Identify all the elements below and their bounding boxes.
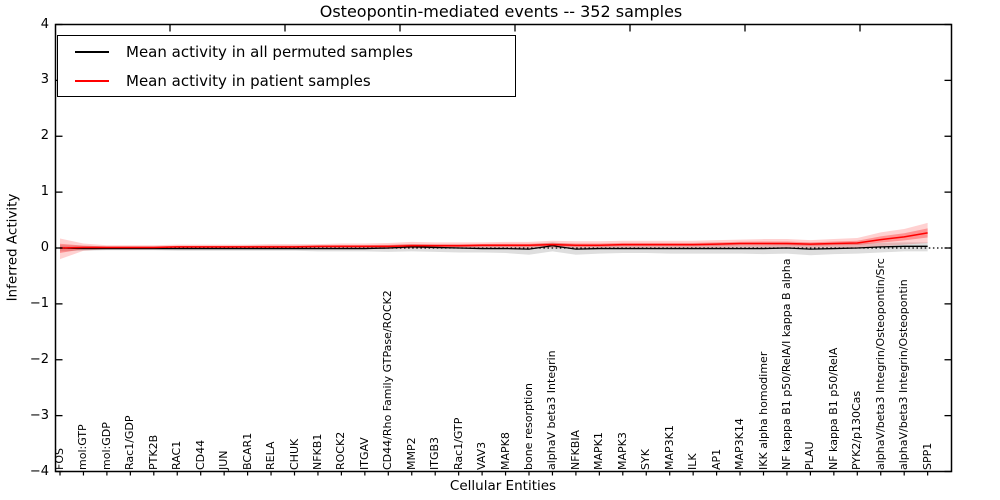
x-tick-label: Rac1/GDP bbox=[123, 414, 137, 470]
legend-line-swatch-black bbox=[75, 50, 109, 53]
chart-title: Osteopontin-mediated events -- 352 sampl… bbox=[319, 2, 683, 21]
y-tick-label: −4 bbox=[29, 463, 49, 479]
x-tick-label: mol:GTP bbox=[76, 423, 90, 470]
x-tick-label: ITGB3 bbox=[428, 436, 442, 470]
y-tick-label: −3 bbox=[29, 407, 49, 423]
y-tick-label: 2 bbox=[40, 128, 49, 144]
x-tick-label: AP1 bbox=[709, 448, 723, 470]
x-tick-label: MAPK3 bbox=[615, 431, 629, 470]
x-tick-label: NFKBIA bbox=[568, 429, 582, 470]
x-tick-label: MAPK8 bbox=[498, 431, 512, 470]
legend-box: Mean activity in all permuted samples Me… bbox=[57, 35, 516, 97]
x-tick-label: PYK2/p130Cas bbox=[850, 390, 864, 470]
x-tick-label: SYK bbox=[639, 448, 653, 470]
x-tick-label: alphaV/beta3 Integrin/Osteopontin bbox=[897, 278, 911, 470]
x-tick-label: alphaV beta3 Integrin bbox=[545, 349, 559, 470]
y-tick-label: −2 bbox=[29, 351, 49, 367]
x-tick-label: NFKB1 bbox=[310, 433, 324, 470]
y-tick-label: 1 bbox=[40, 184, 49, 200]
y-tick-label: 4 bbox=[40, 16, 49, 32]
x-tick-label: BCAR1 bbox=[240, 432, 254, 470]
x-tick-label: bone resorption bbox=[522, 382, 535, 470]
x-tick-label: CD44/Rho Family GTPase/ROCK2 bbox=[381, 289, 395, 470]
legend-label: Mean activity in all permuted samples bbox=[126, 42, 413, 61]
x-tick-label: SPP1 bbox=[920, 442, 934, 470]
x-tick-label: MAP3K14 bbox=[733, 417, 747, 470]
x-axis-label: Cellular Entities bbox=[449, 478, 557, 494]
x-tick-label: Rac1/GTP bbox=[451, 417, 465, 470]
x-tick-label: VAV3 bbox=[475, 441, 489, 470]
x-tick-label: CD44 bbox=[193, 439, 207, 470]
x-tick-label: RELA bbox=[264, 441, 278, 470]
y-tick-label: 0 bbox=[40, 240, 49, 255]
y-tick-label: −1 bbox=[29, 295, 49, 311]
x-tick-label: JUN bbox=[217, 449, 231, 470]
x-tick-label: RAC1 bbox=[170, 440, 184, 470]
x-tick-label: ROCK2 bbox=[334, 431, 348, 470]
legend-entry-permuted: Mean activity in all permuted samples bbox=[58, 39, 515, 64]
x-tick-label: alphaV/beta3 Integrin/Osteopontin/Src bbox=[873, 257, 887, 470]
x-tick-label: PLAU bbox=[803, 440, 817, 470]
x-tick-label: PTK2B bbox=[146, 434, 160, 470]
x-tick-label: MMP2 bbox=[404, 436, 418, 470]
x-tick-label: mol:GDP bbox=[99, 421, 113, 470]
permuted-mean-line bbox=[59, 245, 928, 250]
patient-mean-line bbox=[59, 232, 928, 249]
y-tick-label: 3 bbox=[40, 72, 49, 88]
x-tick-label: ILK bbox=[686, 452, 700, 470]
legend-label: Mean activity in patient samples bbox=[126, 71, 371, 90]
x-tick-label: ITGAV bbox=[357, 436, 371, 470]
x-tick-label: NF kappa B1 p50/RelA/I kappa B alpha bbox=[779, 258, 793, 470]
legend-entry-patient: Mean activity in patient samples bbox=[58, 68, 515, 93]
patient-confidence-band-outer bbox=[60, 222, 928, 260]
x-tick-label: MAP3K1 bbox=[662, 424, 676, 470]
x-tick-label: IKK alpha homodimer bbox=[756, 351, 770, 470]
x-tick-label: MAPK1 bbox=[592, 431, 606, 470]
legend-line-swatch-red bbox=[75, 79, 109, 82]
x-tick-label: NF kappa B1 p50/RelA bbox=[826, 347, 840, 470]
x-tick-label: CHUK bbox=[287, 438, 301, 470]
x-tick-label: FOS bbox=[53, 447, 66, 470]
